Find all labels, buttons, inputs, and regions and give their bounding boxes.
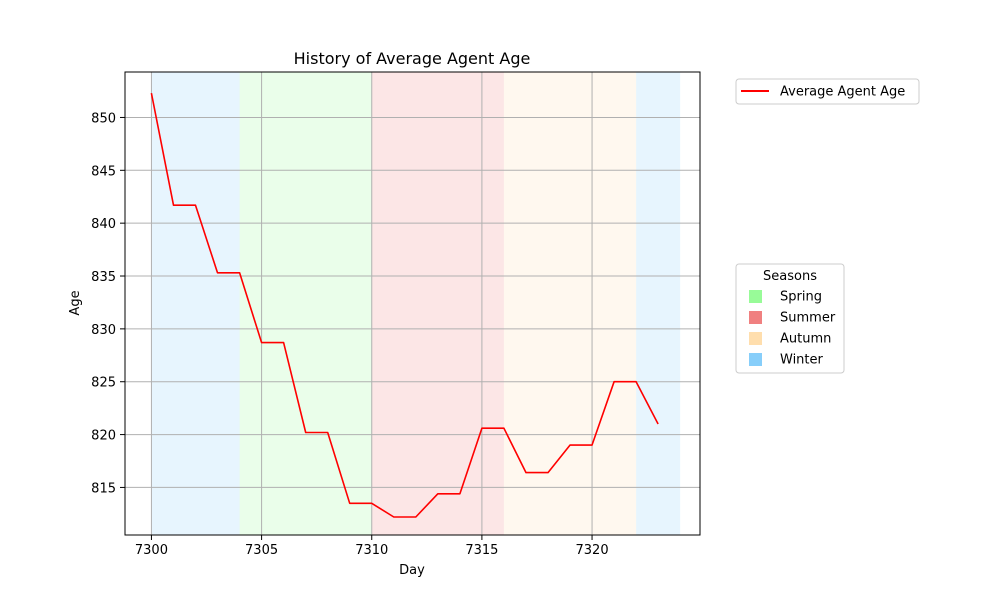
season-bands	[151, 72, 681, 535]
legend-swatch-autumn	[749, 332, 762, 345]
season-band-autumn-3	[503, 72, 637, 535]
series-line-average-agent-age	[150, 92, 659, 518]
seasons-legend-entries: Spring Summer Autumn Winter	[749, 290, 836, 368]
y-tick-label: 845	[91, 164, 116, 179]
series-layer	[150, 92, 659, 518]
x-axis-label: Day	[399, 563, 425, 578]
plot-frame	[124, 71, 701, 536]
y-tick-label: 820	[91, 429, 116, 444]
legend-label-winter: Winter	[780, 353, 824, 368]
x-tick-label: 7315	[465, 543, 498, 558]
legend-series-label: Average Agent Age	[780, 85, 905, 100]
legend-swatch-spring	[749, 290, 762, 303]
seasons-legend-box	[735, 263, 845, 374]
legend-swatch-winter	[749, 353, 762, 366]
x-tick-label: 7320	[576, 543, 609, 558]
seasons-legend-title: Seasons	[763, 269, 817, 284]
x-tick-label: 7300	[135, 543, 168, 558]
series-legend-box	[735, 78, 920, 105]
x-tick-label: 7310	[355, 543, 388, 558]
y-tick-label: 835	[91, 270, 116, 285]
x-axis-ticks: 7300 7305 7310 7315 7320	[135, 535, 609, 558]
y-axis-label: Age	[68, 290, 83, 315]
y-axis-ticks: 815 820 825 830 835 840 845 850	[91, 111, 125, 496]
season-band-summer-2	[371, 72, 504, 535]
y-tick-label: 830	[91, 323, 116, 338]
legend-label-spring: Spring	[780, 290, 822, 305]
y-tick-label: 825	[91, 376, 116, 391]
x-tick-label: 7305	[245, 543, 278, 558]
grid-lines	[125, 72, 700, 535]
season-band-winter-4	[636, 72, 681, 535]
y-tick-label: 840	[91, 217, 116, 232]
season-band-winter-0	[151, 72, 240, 535]
series-legend: Average Agent Age	[735, 78, 920, 105]
seasons-legend: Seasons Spring Summer Autumn Winter	[735, 263, 845, 374]
y-tick-label: 815	[91, 481, 116, 496]
season-band-spring-1	[239, 72, 372, 535]
legend-swatch-summer	[749, 311, 762, 324]
y-tick-label: 850	[91, 111, 116, 126]
legend-label-summer: Summer	[780, 311, 836, 326]
legend-label-autumn: Autumn	[780, 332, 831, 347]
chart-title: History of Average Agent Age	[294, 49, 531, 68]
